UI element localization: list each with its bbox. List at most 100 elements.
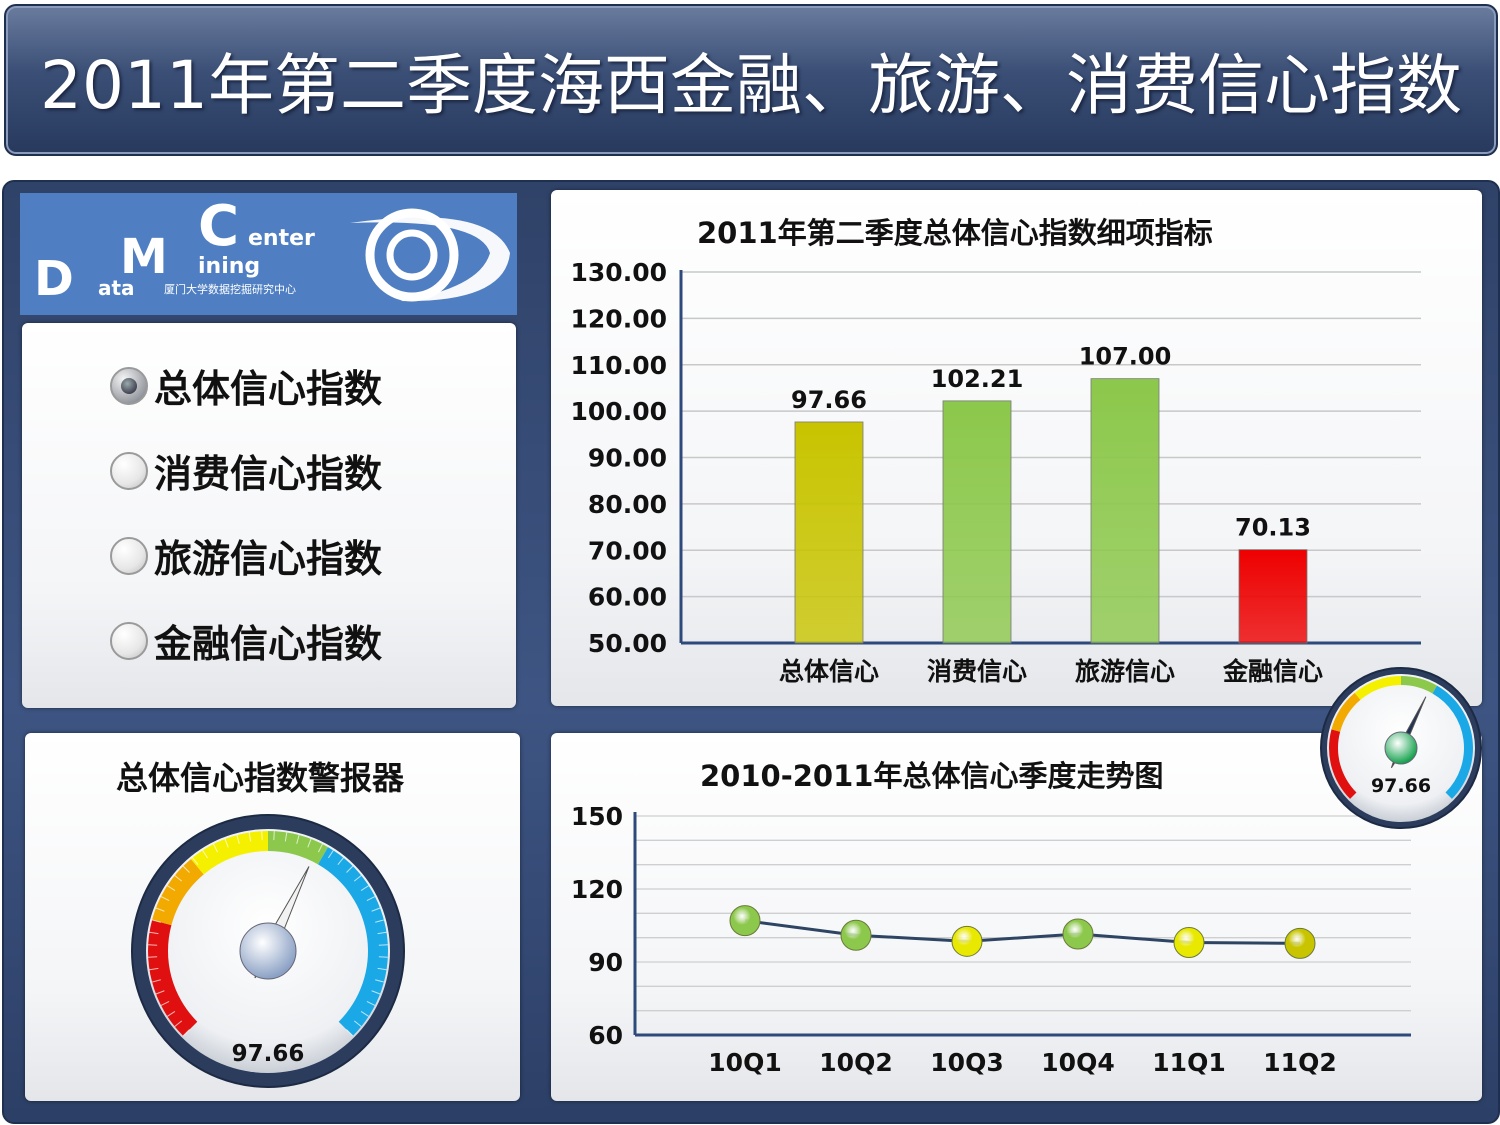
logo-enter: enter	[248, 226, 315, 251]
gauge-tick	[353, 875, 362, 882]
y-tick-label: 90.00	[588, 444, 667, 473]
x-category-label: 11Q2	[1263, 1048, 1336, 1077]
gauge-tick	[248, 832, 252, 842]
title-bar: 2011年第二季度海西金融、旅游、消费信心指数	[4, 4, 1498, 156]
gauge-tick	[337, 857, 344, 866]
gauge-color-band	[148, 919, 198, 1036]
gauge-hub	[239, 922, 297, 980]
logo-letter-m: M	[120, 229, 168, 285]
line-chart-title: 2010-2011年总体信心季度走势图	[700, 759, 1164, 793]
logo-subtitle: 厦门大学数据挖掘研究中心	[164, 282, 296, 296]
logo-ata: ata	[98, 276, 135, 300]
data-point	[1173, 927, 1205, 959]
radio-option-consumer[interactable]: 消费信心指数	[110, 443, 382, 498]
gauge-tick	[160, 1000, 170, 1006]
x-category-label: 10Q1	[708, 1048, 781, 1077]
gauge-tick	[377, 967, 387, 971]
gauge-tick	[360, 885, 369, 891]
bar	[1238, 549, 1308, 644]
index-selector-panel: 总体信心指数 消费信心指数 旅游信心指数 金融信心指数	[22, 323, 516, 708]
bar	[942, 400, 1012, 644]
x-category-label: 10Q2	[819, 1048, 892, 1077]
alarm-gauge: 97.66	[131, 814, 405, 1088]
gauge-color-band	[190, 831, 268, 875]
gauge-tick	[328, 850, 334, 859]
gauge-color-band	[1331, 692, 1361, 732]
data-point	[729, 905, 761, 937]
logo-letter-c: C	[198, 194, 239, 259]
data-point	[840, 919, 872, 951]
gauge-tick	[371, 907, 381, 912]
gauge-tick	[160, 896, 170, 902]
radio-option-overall[interactable]: 总体信心指数	[110, 358, 382, 413]
data-point	[951, 925, 983, 957]
radio-label: 金融信心指数	[154, 622, 383, 666]
gauge-tick	[371, 990, 381, 995]
gauge-color-band	[318, 847, 388, 1036]
gauge-tick	[192, 857, 199, 866]
y-tick-label: 120	[571, 875, 623, 904]
bar-value-label: 97.66	[791, 386, 867, 414]
gauge-tick	[174, 1020, 183, 1027]
gauge-tick	[182, 865, 190, 873]
gauge-tick	[167, 1011, 176, 1017]
gauge-tick	[149, 967, 159, 971]
gauge-tick	[375, 919, 385, 923]
gauge-tick	[155, 990, 165, 995]
radio-option-tourism[interactable]: 旅游信心指数	[110, 528, 382, 583]
gauge-color-band	[1329, 729, 1357, 799]
logo-ining: ining	[198, 254, 260, 279]
gauge-tick	[360, 1011, 369, 1017]
page-title: 2011年第二季度海西金融、旅游、消费信心指数	[40, 47, 1462, 124]
y-tick-label: 70.00	[588, 536, 667, 565]
data-point	[1062, 918, 1094, 950]
y-tick-label: 100.00	[571, 397, 667, 426]
radio-label: 消费信心指数	[154, 452, 383, 496]
line-chart-panel: 2010-2011年总体信心季度走势图 60 90 120 150 10Q1 10Q2 10…	[551, 733, 1482, 1101]
x-category-label: 消费信心	[927, 657, 1027, 686]
gauge-tick	[307, 838, 312, 848]
y-tick-label: 110.00	[571, 351, 667, 380]
logo-graphic: C enter M ining D ata 厦门大学数据挖掘研究中心	[34, 194, 510, 307]
gauge-color-band	[268, 831, 328, 865]
gauge-tick	[174, 875, 183, 882]
bar	[794, 421, 864, 644]
gauge-tick	[213, 843, 219, 853]
y-tick-label: 130.00	[571, 258, 667, 287]
x-category-label: 旅游信心	[1075, 657, 1175, 686]
x-category-label: 总体信心	[779, 657, 879, 686]
bar-value-label: 102.21	[931, 365, 1024, 393]
bar-value-label: 70.13	[1235, 514, 1311, 542]
gauge-tick	[377, 931, 387, 935]
radio-unchecked-icon[interactable]	[110, 621, 148, 660]
alarm-gauge-panel: 总体信心指数警报器 97.66	[25, 733, 520, 1101]
gauge-color-band	[1401, 676, 1437, 694]
y-tick-label: 60.00	[588, 583, 667, 612]
x-category-label: 10Q4	[1041, 1048, 1114, 1077]
gauge-tick	[224, 838, 229, 848]
radio-unchecked-icon[interactable]	[110, 451, 148, 490]
radio-checked-icon[interactable]	[110, 366, 148, 405]
bar-value-label: 107.00	[1079, 343, 1172, 371]
bar-chart-panel: 2011年第二季度总体信心指数细项指标 50.00 60.00 70.00 80.00…	[551, 190, 1482, 706]
gauge-tick	[182, 1029, 190, 1037]
dmc-logo: C enter M ining D ata 厦门大学数据挖掘研究中心	[20, 193, 517, 315]
gauge-value-label: 97.66	[1371, 775, 1431, 797]
bar	[1090, 378, 1160, 644]
radio-unchecked-icon[interactable]	[110, 536, 148, 575]
gauge-tick	[155, 907, 165, 912]
gauge-tick	[284, 832, 288, 842]
gauge-tick	[151, 919, 161, 923]
radio-option-finance[interactable]: 金融信心指数	[110, 613, 382, 668]
gauge-tick	[151, 979, 161, 983]
gauge-tick	[149, 931, 159, 935]
trend-line	[744, 919, 1301, 945]
y-tick-label: 150	[571, 802, 623, 831]
x-category-label: 10Q3	[930, 1048, 1003, 1077]
y-tick-label: 90	[588, 948, 623, 977]
gauge-title: 总体信心指数警报器	[116, 759, 405, 797]
line-chart: 60 90 120 150 10Q1 10Q2 10Q3 10Q4 11Q1 11Q2	[571, 802, 1411, 1077]
logo-letter-d: D	[34, 251, 74, 307]
radio-label: 旅游信心指数	[154, 537, 383, 581]
mini-gauge: 97.66	[1320, 667, 1482, 829]
